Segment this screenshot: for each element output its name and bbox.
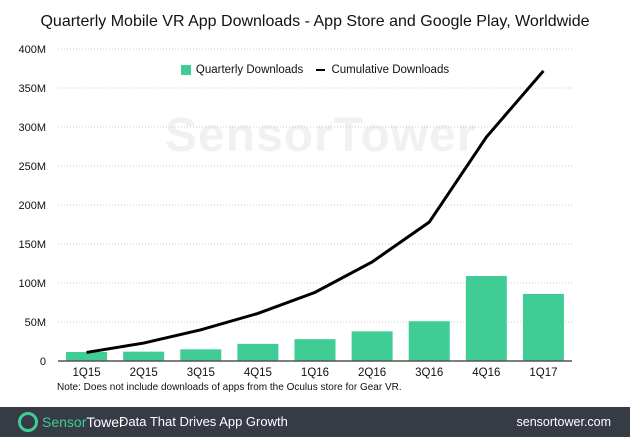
x-tick-label: 1Q17 bbox=[529, 367, 557, 379]
bar-2Q15 bbox=[123, 351, 165, 361]
x-tick-label: 1Q15 bbox=[72, 367, 100, 379]
x-tick-label: 1Q16 bbox=[301, 367, 329, 379]
y-tick-label: 200M bbox=[18, 200, 46, 212]
y-tick-label: 250M bbox=[18, 161, 46, 173]
bar-4Q16 bbox=[465, 275, 507, 361]
bar-1Q15 bbox=[66, 352, 108, 361]
cumulative-line bbox=[86, 69, 545, 354]
x-tick-label: 4Q16 bbox=[472, 367, 500, 379]
brand-name: SensorTower bbox=[42, 414, 124, 430]
legend-label-cumulative: Cumulative Downloads bbox=[331, 64, 450, 76]
legend-swatch-cumulative bbox=[316, 68, 326, 72]
bar-3Q16 bbox=[408, 321, 450, 361]
legend: Quarterly Downloads Cumulative Downloads bbox=[0, 64, 630, 76]
footer: SensorTower Data That Drives App Growth … bbox=[0, 407, 630, 437]
y-tick-label: 350M bbox=[18, 83, 46, 95]
chart: 0 50M 100M 150M 200M 250M 300M 350M 400M 1Q15 2Q15… bbox=[18, 44, 572, 379]
watermark: SensorTower bbox=[165, 109, 477, 162]
legend-swatch-quarterly bbox=[180, 65, 191, 75]
x-tick-label: 2Q15 bbox=[130, 367, 158, 379]
y-tick-label: 400M bbox=[18, 44, 46, 56]
legend-label-quarterly: Quarterly Downloads bbox=[195, 64, 304, 76]
x-tick-label: 3Q16 bbox=[415, 367, 443, 379]
y-tick-label: 100M bbox=[18, 278, 46, 290]
sensortower-logo-icon bbox=[18, 412, 38, 432]
tagline: Data That Drives App Growth bbox=[119, 414, 288, 429]
website-link[interactable]: sensortower.com bbox=[516, 415, 611, 429]
y-tick-label: 150M bbox=[18, 239, 46, 251]
chart-title: Quarterly Mobile VR App Downloads - App … bbox=[40, 13, 590, 30]
bar-1Q17 bbox=[522, 293, 564, 361]
bar-1Q16 bbox=[294, 339, 336, 361]
y-tick-label: 300M bbox=[18, 122, 46, 134]
chart-note: Note: Does not include downloads of apps… bbox=[57, 382, 402, 393]
x-tick-label: 2Q16 bbox=[358, 367, 386, 379]
bar-4Q15 bbox=[237, 343, 279, 361]
x-tick-label: 3Q15 bbox=[187, 367, 215, 379]
bar-3Q15 bbox=[180, 349, 222, 361]
x-tick-label: 4Q15 bbox=[244, 367, 272, 379]
y-tick-label: 50M bbox=[25, 317, 46, 329]
y-tick-label: 0 bbox=[40, 356, 46, 368]
bar-2Q16 bbox=[351, 331, 393, 361]
